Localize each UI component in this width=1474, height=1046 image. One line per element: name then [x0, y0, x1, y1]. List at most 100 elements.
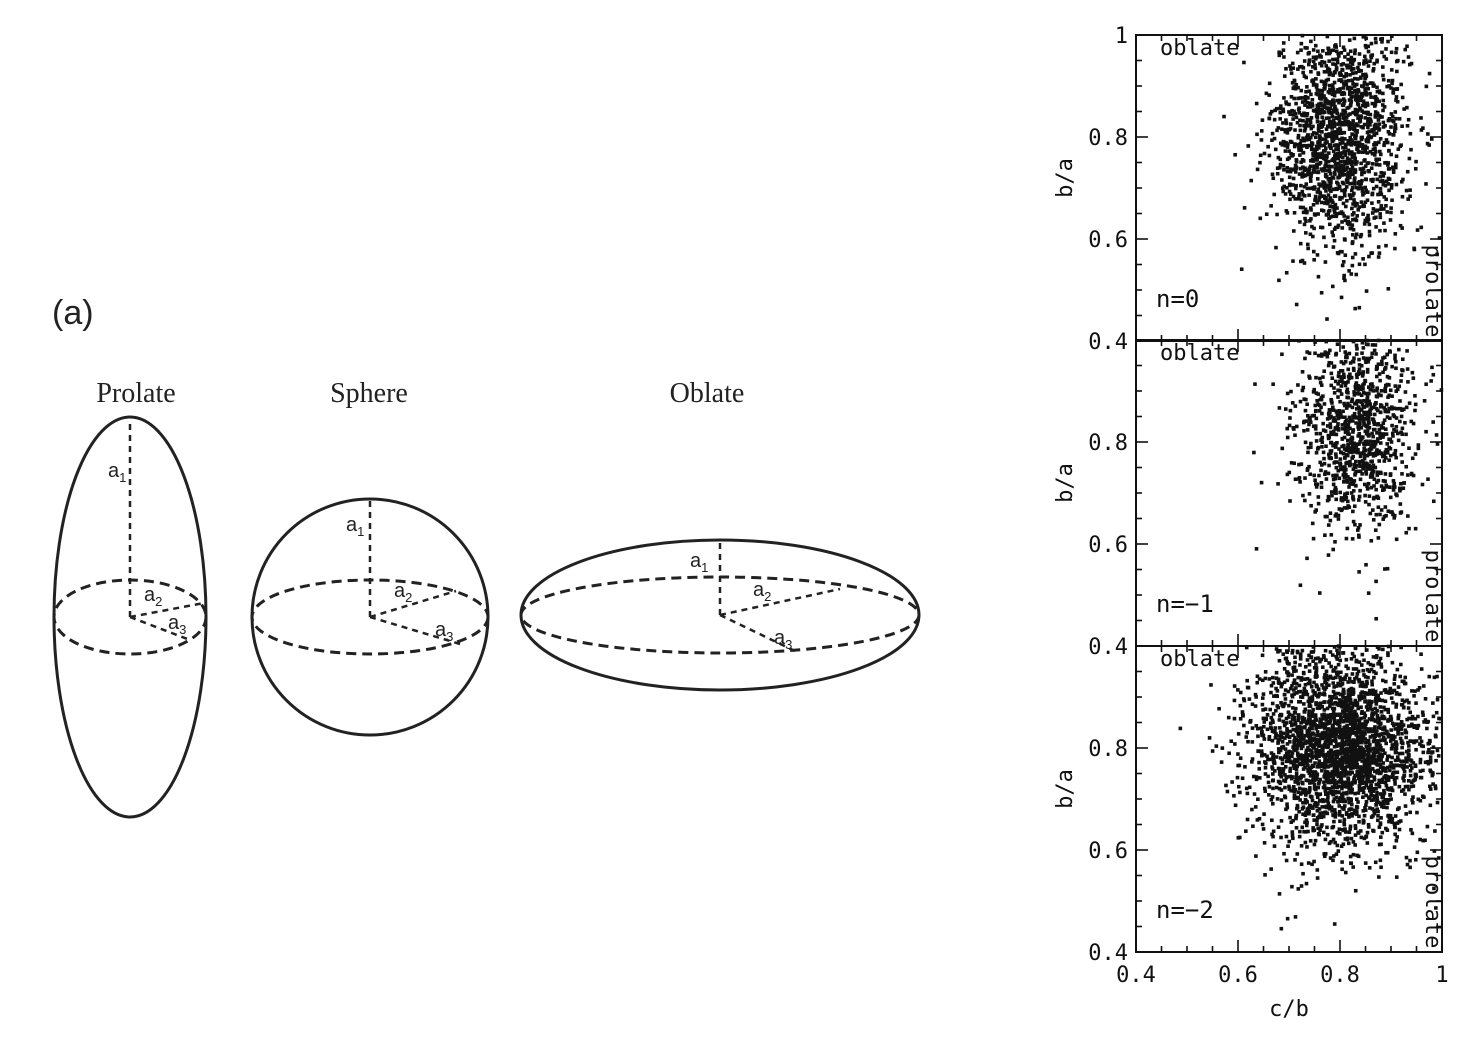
data-point — [1352, 479, 1357, 483]
data-point — [1344, 204, 1348, 209]
data-point — [1220, 746, 1225, 750]
data-point — [1330, 164, 1334, 169]
data-point — [1302, 710, 1307, 714]
data-point — [1284, 118, 1288, 122]
data-point — [1226, 715, 1231, 720]
data-point — [1398, 419, 1402, 424]
data-point — [1362, 658, 1366, 663]
data-point — [1331, 689, 1336, 694]
data-point — [1353, 698, 1358, 703]
data-point — [1322, 369, 1327, 374]
data-point — [1405, 784, 1410, 789]
data-point — [1281, 139, 1286, 144]
data-point — [1324, 352, 1329, 356]
data-point — [1279, 700, 1283, 705]
data-point — [1319, 383, 1324, 387]
data-point — [1394, 416, 1399, 420]
data-point — [1297, 683, 1302, 688]
data-point — [1374, 802, 1378, 807]
data-point — [1344, 673, 1349, 677]
data-point — [1317, 744, 1321, 748]
data-point — [1342, 506, 1347, 510]
data-point — [1368, 784, 1373, 789]
data-point — [1343, 162, 1347, 166]
data-point — [1255, 674, 1260, 679]
data-point — [1331, 233, 1335, 238]
data-point — [1371, 465, 1375, 469]
data-point — [1229, 739, 1234, 744]
data-point — [1319, 120, 1324, 125]
data-point — [1349, 437, 1353, 441]
data-point — [1301, 205, 1306, 210]
data-point — [1380, 36, 1385, 41]
data-point — [1393, 165, 1398, 170]
data-point — [1378, 835, 1383, 839]
data-point — [1364, 783, 1369, 788]
data-point — [1346, 429, 1350, 434]
data-point — [1339, 766, 1344, 770]
data-point — [1408, 188, 1412, 192]
data-point — [1335, 648, 1339, 653]
data-point — [1308, 120, 1313, 125]
data-point — [1320, 722, 1324, 727]
data-point — [1429, 379, 1433, 383]
data-point — [1363, 861, 1368, 865]
data-point — [1312, 666, 1317, 670]
data-point — [1245, 730, 1249, 735]
data-point — [1324, 779, 1329, 783]
data-point — [1274, 676, 1279, 680]
data-point — [1359, 408, 1364, 412]
data-point — [1342, 181, 1346, 186]
data-point — [1373, 102, 1378, 107]
data-point — [1315, 822, 1319, 827]
data-point — [1357, 62, 1362, 66]
data-point — [1318, 431, 1323, 436]
data-point — [1356, 740, 1361, 745]
data-point — [1349, 742, 1353, 746]
data-point — [1327, 735, 1332, 740]
data-point — [1390, 394, 1394, 398]
data-point — [1306, 745, 1310, 750]
data-point — [1316, 687, 1321, 691]
data-point — [1410, 370, 1415, 375]
data-point — [1299, 689, 1303, 694]
data-point — [1400, 357, 1405, 362]
data-point — [1368, 387, 1373, 392]
data-point — [1254, 854, 1258, 858]
data-point — [1307, 726, 1312, 731]
data-point — [1241, 712, 1245, 717]
data-point — [1377, 122, 1382, 126]
data-point — [1367, 391, 1371, 396]
data-point — [1342, 191, 1347, 195]
data-point — [1283, 407, 1288, 411]
data-point — [1389, 734, 1393, 738]
data-point — [1292, 793, 1297, 798]
data-point — [1293, 86, 1298, 91]
oblate-label-a3: a3 — [774, 627, 792, 652]
data-point — [1258, 216, 1263, 221]
data-point — [1299, 678, 1304, 682]
data-point — [1253, 805, 1258, 809]
data-point — [1282, 723, 1287, 728]
data-point — [1330, 376, 1335, 380]
data-point — [1336, 422, 1340, 426]
data-point — [1341, 62, 1346, 66]
data-point — [1386, 39, 1390, 44]
data-point — [1385, 442, 1390, 446]
data-point — [1285, 649, 1289, 653]
data-point — [1331, 443, 1335, 448]
data-point — [1364, 177, 1369, 182]
data-point — [1379, 758, 1383, 762]
data-point — [1361, 668, 1366, 673]
data-point — [1343, 82, 1348, 87]
data-point — [1338, 692, 1343, 697]
data-point — [1305, 85, 1309, 89]
data-point — [1394, 154, 1399, 159]
data-point — [1294, 101, 1298, 106]
data-point — [1328, 650, 1333, 654]
data-point — [1319, 480, 1324, 485]
data-point — [1283, 701, 1287, 706]
data-point — [1264, 717, 1268, 722]
oblate-ellipsoid: Oblate a1 a2 a3 — [519, 378, 921, 692]
data-point — [1343, 430, 1348, 435]
